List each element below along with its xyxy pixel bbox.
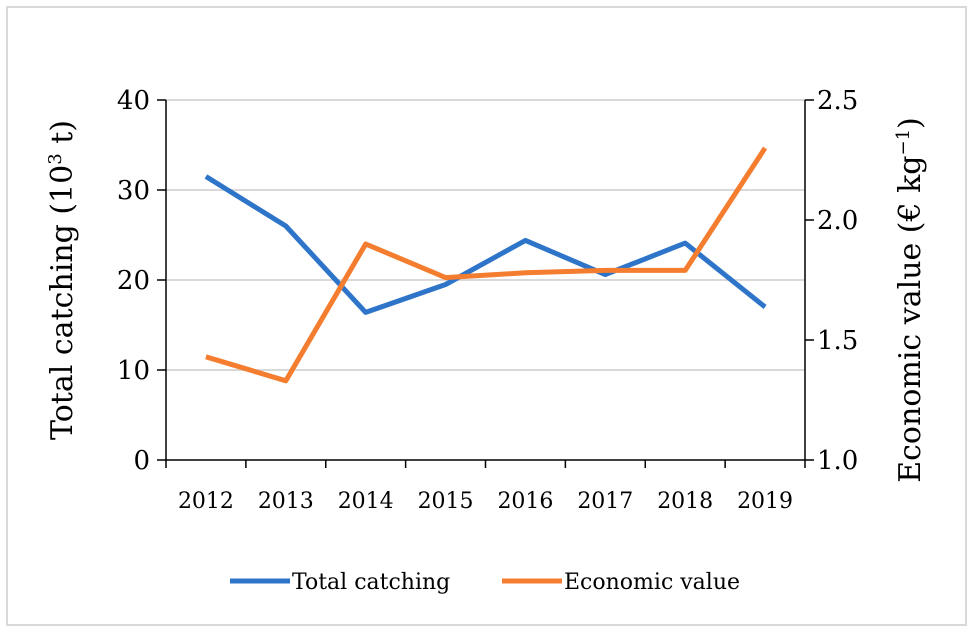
x-tick-label: 2012	[178, 489, 234, 514]
series-line-economic-value	[205, 146, 768, 384]
right-tick-label: 2.0	[817, 206, 858, 236]
x-tick-label: 2017	[577, 489, 633, 514]
left-tick-label: 20	[117, 266, 150, 296]
left-tick-label: 0	[133, 446, 150, 476]
left-tick-label: 30	[117, 176, 150, 206]
left-axis: 0 10 20 30 40	[117, 86, 167, 476]
legend: Total catching Economic value	[230, 570, 740, 595]
x-tick-label: 2016	[497, 489, 553, 514]
x-tick-label: 2015	[418, 489, 474, 514]
x-tick-label: 2018	[657, 489, 713, 514]
x-axis: 2012 2013 2014 2015 2016 2017 2018 2019	[165, 459, 806, 514]
right-tick-label: 2.5	[817, 86, 858, 116]
left-tick-label: 10	[117, 356, 150, 386]
chart-frame	[6, 6, 967, 626]
x-tick-label: 2013	[258, 489, 314, 514]
right-axis-title: Economic value (€ kg−1)	[893, 117, 928, 483]
left-tick-label: 40	[117, 86, 150, 116]
gridlines	[166, 99, 805, 371]
left-axis-title: Total catching (103 t)	[45, 120, 80, 440]
legend-label-total-catching: Total catching	[292, 570, 450, 595]
legend-label-economic-value: Economic value	[564, 570, 740, 595]
right-axis: 1.0 1.5 2.0 2.5	[804, 86, 858, 476]
right-tick-label: 1.0	[817, 446, 858, 476]
right-tick-label: 1.5	[817, 326, 858, 356]
x-tick-label: 2019	[737, 489, 793, 514]
x-tick-label: 2014	[338, 489, 394, 514]
series-line-total-catching	[204, 174, 767, 315]
series-lines	[204, 146, 768, 384]
